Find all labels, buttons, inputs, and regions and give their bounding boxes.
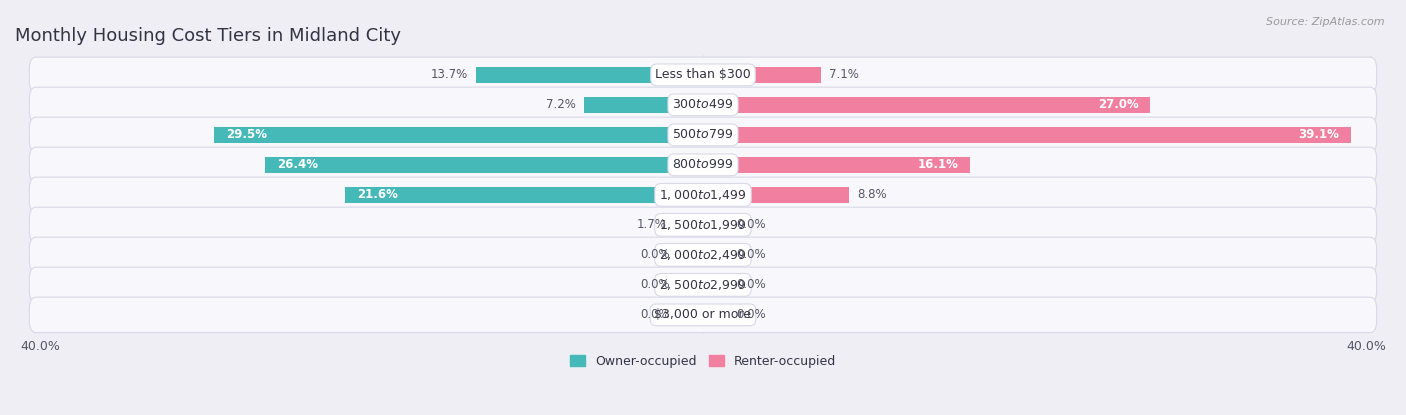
Bar <box>678 247 703 263</box>
FancyBboxPatch shape <box>30 177 1376 212</box>
Text: 0.0%: 0.0% <box>640 248 669 261</box>
Bar <box>266 156 703 173</box>
FancyBboxPatch shape <box>30 237 1376 273</box>
Text: 0.0%: 0.0% <box>737 278 766 291</box>
Text: 39.1%: 39.1% <box>1299 128 1340 142</box>
FancyBboxPatch shape <box>30 147 1376 183</box>
Text: 0.0%: 0.0% <box>737 308 766 321</box>
Bar <box>344 187 703 203</box>
Text: $1,500 to $1,999: $1,500 to $1,999 <box>659 218 747 232</box>
Text: $1,000 to $1,499: $1,000 to $1,499 <box>659 188 747 202</box>
Text: 7.1%: 7.1% <box>830 68 859 81</box>
Bar <box>703 307 728 323</box>
FancyBboxPatch shape <box>30 207 1376 242</box>
Text: $500 to $799: $500 to $799 <box>672 128 734 142</box>
Text: 29.5%: 29.5% <box>226 128 267 142</box>
Bar <box>678 277 703 293</box>
Bar <box>477 66 703 83</box>
Text: $300 to $499: $300 to $499 <box>672 98 734 111</box>
Bar <box>703 66 821 83</box>
Bar <box>703 156 970 173</box>
Bar <box>703 187 849 203</box>
Legend: Owner-occupied, Renter-occupied: Owner-occupied, Renter-occupied <box>565 350 841 373</box>
Text: $800 to $999: $800 to $999 <box>672 159 734 171</box>
Text: 0.0%: 0.0% <box>737 218 766 231</box>
Bar <box>583 97 703 113</box>
FancyBboxPatch shape <box>30 267 1376 303</box>
FancyBboxPatch shape <box>30 57 1376 93</box>
Text: 0.0%: 0.0% <box>640 308 669 321</box>
Bar <box>703 127 1351 143</box>
Text: 8.8%: 8.8% <box>858 188 887 201</box>
Bar <box>703 247 728 263</box>
Text: $3,000 or more: $3,000 or more <box>655 308 751 321</box>
Bar <box>703 277 728 293</box>
FancyBboxPatch shape <box>30 87 1376 122</box>
Text: Less than $300: Less than $300 <box>655 68 751 81</box>
Text: Source: ZipAtlas.com: Source: ZipAtlas.com <box>1267 17 1385 27</box>
Text: 21.6%: 21.6% <box>357 188 398 201</box>
Bar <box>703 97 1150 113</box>
Text: 0.0%: 0.0% <box>737 248 766 261</box>
Bar <box>703 217 728 233</box>
Bar <box>675 217 703 233</box>
FancyBboxPatch shape <box>30 297 1376 332</box>
Text: 0.0%: 0.0% <box>640 278 669 291</box>
Text: Monthly Housing Cost Tiers in Midland City: Monthly Housing Cost Tiers in Midland Ci… <box>15 27 401 46</box>
Text: 16.1%: 16.1% <box>917 159 959 171</box>
Text: 1.7%: 1.7% <box>637 218 666 231</box>
Text: 13.7%: 13.7% <box>430 68 468 81</box>
Bar <box>214 127 703 143</box>
Text: 27.0%: 27.0% <box>1098 98 1139 111</box>
Text: 26.4%: 26.4% <box>277 159 318 171</box>
Text: $2,000 to $2,499: $2,000 to $2,499 <box>659 248 747 262</box>
Text: 7.2%: 7.2% <box>546 98 575 111</box>
Text: $2,500 to $2,999: $2,500 to $2,999 <box>659 278 747 292</box>
FancyBboxPatch shape <box>30 117 1376 153</box>
Bar <box>678 307 703 323</box>
